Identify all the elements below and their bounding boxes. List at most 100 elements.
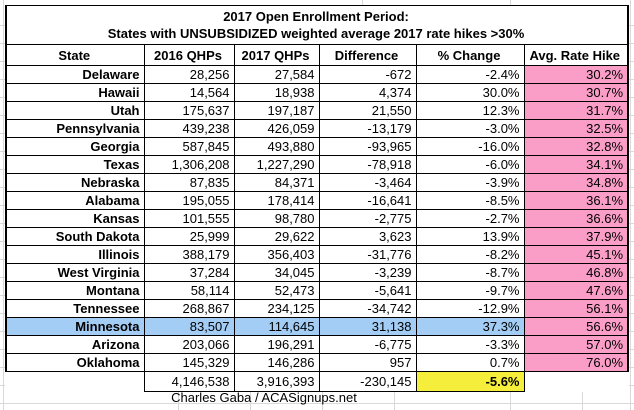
qhp-2016-cell: 268,867 <box>143 299 235 318</box>
difference-cell: -16,641 <box>318 191 417 210</box>
qhp-2016-cell: 1,306,208 <box>143 155 235 174</box>
gridline-vertical <box>3 0 4 410</box>
avg-rate-hike-cell: 31.7% <box>523 101 630 120</box>
avg-rate-hike-cell: 30.7% <box>523 83 630 102</box>
state-cell: Nebraska <box>5 173 145 192</box>
gridline-vertical <box>394 389 395 410</box>
state-cell: Illinois <box>5 245 145 264</box>
gridline-vertical <box>510 0 511 5</box>
qhp-2016-cell: 587,845 <box>143 137 235 156</box>
pct-change-cell: -3.0% <box>415 119 525 138</box>
avg-rate-hike-cell: 56.6% <box>523 317 630 336</box>
difference-cell: -78,918 <box>318 155 417 174</box>
difference-cell: -13,179 <box>318 119 417 138</box>
difference-cell: -34,742 <box>318 299 417 318</box>
state-cell: Montana <box>5 281 145 300</box>
qhp-2016-cell: 25,999 <box>143 227 235 246</box>
column-header-state: State <box>5 44 145 66</box>
pct-change-cell: -2.4% <box>415 65 525 84</box>
avg-rate-hike-cell: 47.6% <box>523 281 630 300</box>
rate-hike-table: 2017 Open Enrollment Period: States with… <box>4 5 630 392</box>
avg-rate-hike-cell: 30.2% <box>523 65 630 84</box>
totals-spacer-cell-right <box>524 372 628 392</box>
title-row: 2017 Open Enrollment Period: States with… <box>4 5 630 45</box>
qhp-2017-cell: 493,880 <box>233 137 320 156</box>
qhp-2017-cell: 52,473 <box>233 281 320 300</box>
difference-cell: 957 <box>318 353 417 372</box>
pct-change-cell: -8.2% <box>415 245 525 264</box>
table-row: Nebraska 87,835 84,371 -3,464 -3.9% 34.8% <box>5 173 630 192</box>
totals-qhp-2017-cell: 3,916,393 <box>233 371 320 392</box>
table-row: Utah 175,637 197,187 21,550 12.3% 31.7% <box>5 101 630 120</box>
gridline-vertical <box>178 389 179 410</box>
table-title: 2017 Open Enrollment Period: States with… <box>4 5 630 45</box>
state-cell: Minnesota <box>5 317 145 336</box>
difference-cell: -672 <box>318 65 417 84</box>
qhp-2016-cell: 87,835 <box>143 173 235 192</box>
qhp-2016-cell: 195,055 <box>143 191 235 210</box>
state-cell: Pennsylvania <box>5 119 145 138</box>
pct-change-cell: -6.0% <box>415 155 525 174</box>
gridline-vertical <box>510 389 511 410</box>
table-title-line1: 2017 Open Enrollment Period: <box>223 9 409 24</box>
state-cell: Delaware <box>5 65 145 84</box>
table-row: West Virginia 37,284 34,045 -3,239 -8.7% 46.8… <box>5 263 630 282</box>
difference-cell: -93,965 <box>318 137 417 156</box>
state-cell: Utah <box>5 101 145 120</box>
avg-rate-hike-cell: 34.8% <box>523 173 630 192</box>
pct-change-cell: -16.0% <box>415 137 525 156</box>
difference-cell: -3,239 <box>318 263 417 282</box>
qhp-2017-cell: 84,371 <box>233 173 320 192</box>
table-row: Pennsylvania 439,238 426,059 -13,179 -3.0% 32… <box>5 119 630 138</box>
totals-pct-change-cell: -5.6% <box>415 371 525 392</box>
qhp-2016-cell: 37,284 <box>143 263 235 282</box>
table-row: Oklahoma 145,329 146,286 957 0.7% 76.0% <box>5 353 630 372</box>
qhp-2016-cell: 58,114 <box>143 281 235 300</box>
qhp-2017-cell: 426,059 <box>233 119 320 138</box>
avg-rate-hike-cell: 34.1% <box>523 155 630 174</box>
pct-change-cell: -9.7% <box>415 281 525 300</box>
qhp-2016-cell: 101,555 <box>143 209 235 228</box>
difference-cell: -3,464 <box>318 173 417 192</box>
header-row: State 2016 QHPs 2017 QHPs Difference % C… <box>5 44 630 66</box>
difference-cell: -31,776 <box>318 245 417 264</box>
column-header-pct-change: % Change <box>415 44 525 66</box>
state-cell: West Virginia <box>5 263 145 282</box>
gridline-vertical <box>250 389 251 410</box>
difference-cell: -5,641 <box>318 281 417 300</box>
state-cell: Hawaii <box>5 83 145 102</box>
state-cell: Texas <box>5 155 145 174</box>
state-cell: Georgia <box>5 137 145 156</box>
qhp-2016-cell: 388,179 <box>143 245 235 264</box>
avg-rate-hike-cell: 57.0% <box>523 335 630 354</box>
qhp-2016-cell: 14,564 <box>143 83 235 102</box>
totals-row: 4,146,538 3,916,393 -230,145 -5.6% <box>6 371 628 392</box>
qhp-2016-cell: 28,256 <box>143 65 235 84</box>
qhp-2016-cell: 175,637 <box>143 101 235 120</box>
qhp-2017-cell: 34,045 <box>233 263 320 282</box>
pct-change-cell: 12.3% <box>415 101 525 120</box>
state-cell: South Dakota <box>5 227 145 246</box>
difference-cell: 21,550 <box>318 101 417 120</box>
table-row: Hawaii 14,564 18,938 4,374 30.0% 30.7% <box>5 83 630 102</box>
qhp-2017-cell: 197,187 <box>233 101 320 120</box>
qhp-2017-cell: 98,780 <box>233 209 320 228</box>
gridline-vertical <box>322 389 323 410</box>
avg-rate-hike-cell: 32.5% <box>523 119 630 138</box>
qhp-2017-cell: 146,286 <box>233 353 320 372</box>
pct-change-cell: -3.3% <box>415 335 525 354</box>
qhp-2017-cell: 27,584 <box>233 65 320 84</box>
qhp-2017-cell: 18,938 <box>233 83 320 102</box>
totals-difference-cell: -230,145 <box>318 371 417 392</box>
avg-rate-hike-cell: 37.9% <box>523 227 630 246</box>
column-header-2017-qhps: 2017 QHPs <box>233 44 320 66</box>
table-row: Arizona 203,066 196,291 -6,775 -3.3% 57.0% <box>5 335 630 354</box>
difference-cell: -2,775 <box>318 209 417 228</box>
qhp-2017-cell: 1,227,290 <box>233 155 320 174</box>
qhp-2017-cell: 234,125 <box>233 299 320 318</box>
difference-cell: -6,775 <box>318 335 417 354</box>
qhp-2016-cell: 145,329 <box>143 353 235 372</box>
pct-change-cell: 0.7% <box>415 353 525 372</box>
pct-change-cell: -2.7% <box>415 209 525 228</box>
